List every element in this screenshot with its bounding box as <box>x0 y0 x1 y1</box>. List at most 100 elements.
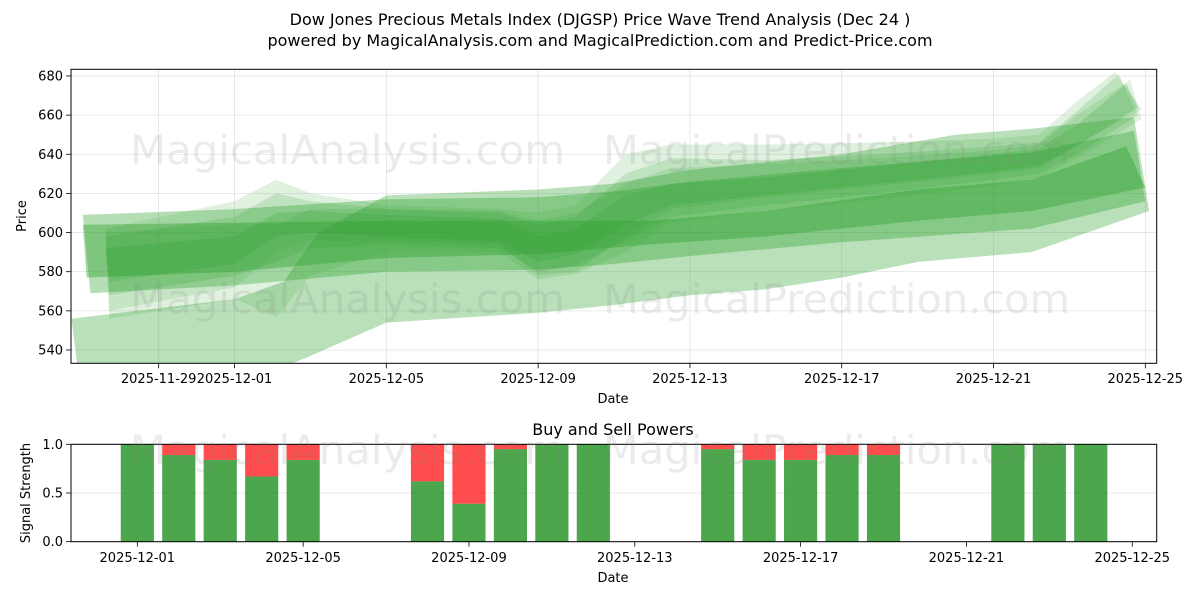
y-tick-label: 620 <box>38 187 63 202</box>
y-axis-label: Price <box>15 200 30 232</box>
x-tick-label: 2025-12-17 <box>804 372 880 387</box>
buy-bar <box>701 449 735 542</box>
sell-bar <box>410 444 445 482</box>
buy-bar <box>120 444 154 542</box>
sell-bar <box>493 444 528 450</box>
buy-bar <box>203 459 237 542</box>
y-tick-label: 600 <box>38 226 63 241</box>
buy-bar <box>535 444 569 542</box>
y-tick-label: 0.5 <box>42 487 63 502</box>
sell-bar <box>742 444 776 460</box>
bar-2025-12-12 <box>576 444 610 542</box>
bar-2025-12-10 <box>493 444 528 542</box>
buy-bar <box>493 449 528 542</box>
bar-2025-12-11 <box>535 444 569 542</box>
bar-2025-12-02 <box>162 444 196 542</box>
sell-bar <box>162 444 196 456</box>
buy-bar <box>866 455 901 542</box>
x-tick-label: 2025-12-09 <box>431 551 507 566</box>
x-tick-label: 2025-12-25 <box>1094 551 1170 566</box>
buy-bar <box>452 503 486 542</box>
buy-sell-powers-chart: Buy and Sell Powers 0.0 0.5 1.0 2025-12-01 20… <box>19 420 1170 586</box>
chart-subtitle: powered by MagicalAnalysis.com and Magic… <box>267 31 933 50</box>
buy-bar <box>784 459 818 542</box>
sell-bar <box>866 444 901 456</box>
band-wave-a <box>105 83 1138 282</box>
bar-2025-12-17 <box>784 444 818 542</box>
watermark-text: MagicalPrediction.com <box>603 428 1070 474</box>
bar-2025-12-19 <box>866 444 901 542</box>
bar-2025-12-04 <box>245 444 279 542</box>
bar-2025-12-22 <box>991 444 1025 542</box>
x-tick-label: 2025-12-21 <box>929 551 1005 566</box>
axes-frame <box>70 68 1158 364</box>
bar-2025-12-03 <box>203 444 237 542</box>
bars <box>120 444 1108 542</box>
bar-2025-12-05 <box>286 444 320 542</box>
buy-bar <box>991 444 1025 542</box>
x-tick-label: 2025-12-01 <box>100 551 176 566</box>
y-tick-label: 560 <box>38 304 63 319</box>
bar-2025-12-24 <box>1074 444 1108 542</box>
bar-2025-12-08 <box>410 444 445 542</box>
buy-bar <box>410 481 445 542</box>
band-wide-medium-band <box>82 130 1146 294</box>
band-wave-d <box>105 79 1142 319</box>
x-tick-label: 2025-12-21 <box>956 372 1032 387</box>
buy-bar <box>1032 444 1066 542</box>
buy-bar <box>245 476 279 542</box>
buy-bar <box>286 459 320 542</box>
sell-bar <box>245 444 279 477</box>
x-axis-label: Date <box>597 571 628 586</box>
sell-bar <box>825 444 859 456</box>
y-tick-label: 640 <box>38 148 63 163</box>
bar-2025-12-18 <box>825 444 859 542</box>
x-tick-label: 2025-12-25 <box>1108 372 1184 387</box>
x-tick-label: 2025-11-29 <box>121 372 197 387</box>
buy-bar <box>742 459 776 542</box>
bar-2025-12-15 <box>701 444 735 542</box>
bar-2025-12-09 <box>452 444 486 542</box>
subplot-title: Buy and Sell Powers <box>532 420 694 439</box>
y-tick-label: 580 <box>38 265 63 280</box>
band-core-band <box>82 146 1146 278</box>
buy-bar <box>576 444 610 542</box>
sell-bar <box>452 444 486 504</box>
band-wave-c <box>105 72 1142 311</box>
wave-bands <box>71 72 1150 364</box>
y-tick-label: 0.0 <box>42 535 63 550</box>
sell-bar <box>784 444 818 460</box>
watermark-text: MagicalAnalysis.com <box>130 128 565 174</box>
bar-2025-12-16 <box>742 444 776 542</box>
buy-bar <box>825 455 859 542</box>
grid-lines <box>71 69 1157 364</box>
buy-bar <box>162 455 196 542</box>
y-tick-label: 680 <box>38 69 63 84</box>
watermark-text: MagicalAnalysis.com <box>130 277 565 323</box>
x-tick-label: 2025-12-13 <box>597 551 673 566</box>
y-tick-label: 540 <box>38 343 63 358</box>
bar-2025-12-01 <box>120 444 154 542</box>
y-tick-label: 1.0 <box>42 438 63 453</box>
watermark-text: MagicalPrediction.com <box>603 277 1070 323</box>
x-tick-label: 2025-12-09 <box>500 372 576 387</box>
x-tick-label: 2025-12-05 <box>349 372 425 387</box>
x-tick-label: 2025-12-17 <box>763 551 839 566</box>
x-tick-label: 2025-12-05 <box>265 551 341 566</box>
sell-bar <box>286 444 320 460</box>
x-tick-label: 2025-12-01 <box>197 372 273 387</box>
band-wave-b <box>105 74 1138 296</box>
y-axis-label: Signal Strength <box>19 443 34 543</box>
x-axis-label: Date <box>597 392 628 407</box>
sell-bar <box>203 444 237 460</box>
bar-2025-12-23 <box>1032 444 1066 542</box>
watermark-text: MagicalPrediction.com <box>603 128 1070 174</box>
band-wide-lower-band <box>71 117 1150 364</box>
x-tick-label: 2025-12-13 <box>652 372 728 387</box>
buy-bar <box>1074 444 1108 542</box>
chart-title: Dow Jones Precious Metals Index (DJGSP) … <box>289 10 911 29</box>
sell-bar <box>701 444 735 450</box>
